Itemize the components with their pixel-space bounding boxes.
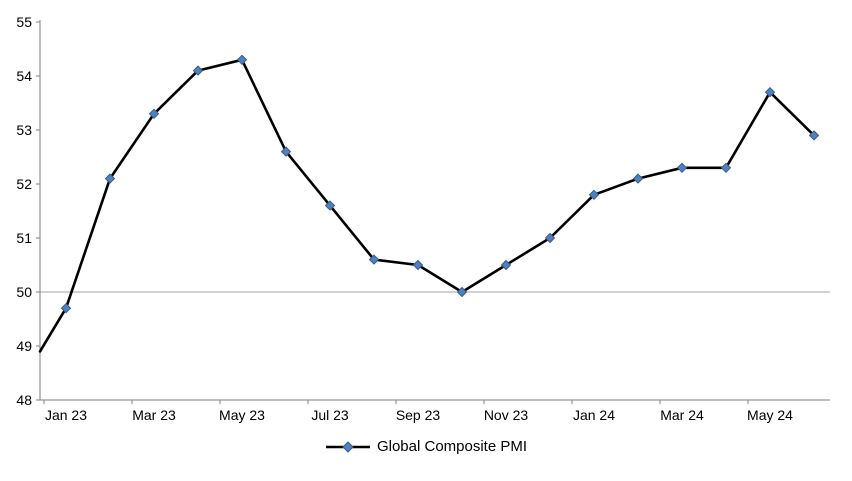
y-tick-label: 48 — [16, 392, 32, 408]
x-tick-label: Jan 24 — [573, 407, 615, 423]
x-tick-label: Jul 23 — [311, 407, 349, 423]
data-point-marker — [588, 189, 600, 201]
data-point-marker — [104, 173, 116, 184]
pmi-series-line — [38, 58, 816, 353]
y-tick-label: 52 — [16, 176, 32, 192]
data-point-marker — [192, 65, 204, 76]
data-point-marker — [764, 86, 776, 98]
data-point-marker — [412, 259, 424, 271]
y-tick-label: 49 — [16, 338, 32, 354]
y-tick-label: 50 — [16, 284, 32, 300]
data-point-marker — [500, 259, 512, 271]
x-tick-label: Nov 23 — [484, 407, 529, 423]
chart-legend: Global Composite PMI — [0, 438, 852, 455]
data-point-marker — [676, 162, 688, 174]
y-tick-label: 51 — [16, 230, 32, 246]
y-tick-label: 54 — [16, 68, 32, 84]
data-point-marker — [236, 54, 248, 66]
legend-line-marker-icon — [325, 440, 370, 453]
data-point-marker — [368, 254, 380, 265]
x-tick-label: Jan 23 — [45, 407, 87, 423]
y-tick-label: 55 — [16, 14, 32, 30]
chart-plot-area: 55 54 53 52 51 50 49 48 Jan 23 Mar 23 May 23 Jul 23… — [16, 14, 830, 423]
data-point-marker — [324, 200, 336, 211]
legend-label: Global Composite PMI — [376, 438, 528, 455]
data-point-marker — [808, 130, 820, 141]
data-point-marker — [148, 108, 160, 120]
x-tick-label: Sep 23 — [396, 407, 441, 423]
x-tick-label: Mar 24 — [660, 407, 704, 423]
x-tick-label: May 23 — [219, 407, 265, 423]
data-point-marker — [632, 173, 644, 184]
y-tick-label: 53 — [16, 122, 32, 138]
data-point-marker — [60, 302, 72, 314]
data-point-marker — [720, 162, 732, 174]
data-point-marker — [280, 146, 292, 157]
x-tick-label: May 24 — [747, 407, 793, 423]
data-point-marker — [544, 232, 556, 244]
data-point-marker — [456, 286, 468, 298]
x-tick-label: Mar 23 — [132, 407, 176, 423]
